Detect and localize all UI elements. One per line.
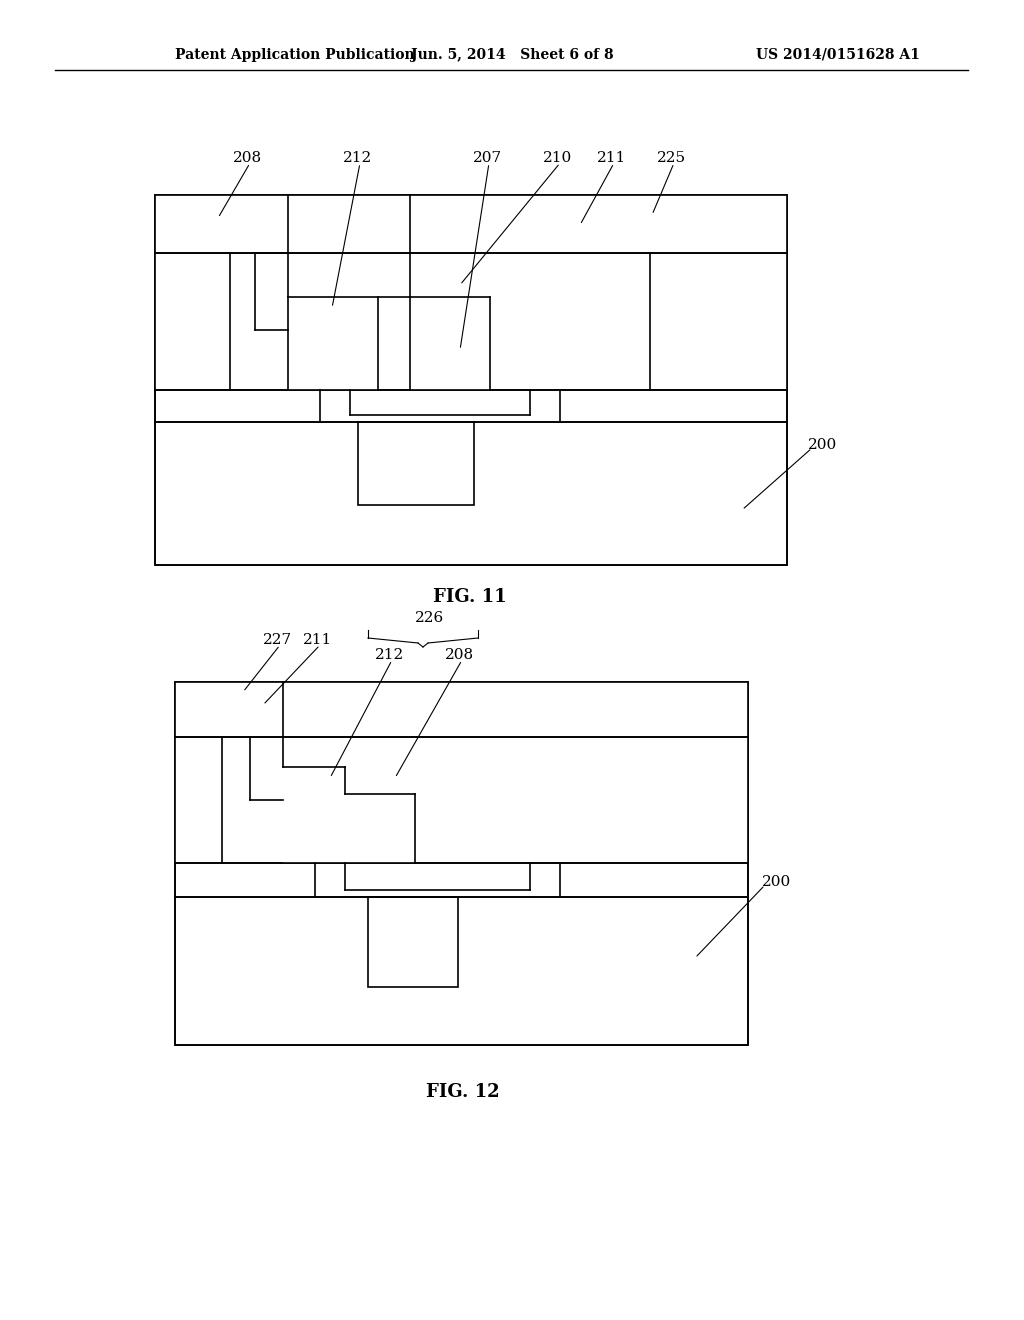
Text: 212: 212 — [343, 150, 373, 165]
Bar — [358, 422, 474, 506]
Text: US 2014/0151628 A1: US 2014/0151628 A1 — [756, 48, 920, 62]
Bar — [530, 389, 560, 422]
Bar — [155, 195, 787, 565]
Text: Jun. 5, 2014   Sheet 6 of 8: Jun. 5, 2014 Sheet 6 of 8 — [411, 48, 613, 62]
Bar — [155, 253, 230, 389]
Bar — [310, 315, 358, 389]
Bar — [315, 863, 560, 898]
Bar — [368, 898, 458, 987]
Text: FIG. 11: FIG. 11 — [433, 587, 507, 606]
Bar — [435, 315, 478, 389]
Text: 200: 200 — [762, 875, 792, 888]
Text: 212: 212 — [376, 648, 404, 663]
Bar — [155, 195, 787, 565]
Bar — [175, 682, 748, 1045]
Bar — [283, 767, 345, 863]
Bar — [319, 389, 560, 422]
Bar — [410, 297, 490, 389]
Bar — [410, 195, 787, 253]
Text: 211: 211 — [597, 150, 627, 165]
Text: FIG. 12: FIG. 12 — [426, 1082, 500, 1101]
Bar — [650, 253, 787, 389]
Bar — [230, 253, 255, 330]
Bar — [319, 389, 350, 422]
Bar — [415, 737, 748, 863]
Bar — [230, 330, 255, 389]
Text: Patent Application Publication: Patent Application Publication — [175, 48, 415, 62]
Text: 207: 207 — [472, 150, 502, 165]
Bar — [350, 389, 530, 414]
Text: 225: 225 — [657, 150, 686, 165]
Text: 210: 210 — [544, 150, 572, 165]
Bar — [250, 737, 283, 863]
Bar — [175, 682, 283, 737]
Bar — [490, 253, 650, 389]
Bar — [359, 812, 407, 863]
Bar — [288, 297, 378, 389]
Text: 227: 227 — [263, 634, 293, 647]
Bar — [222, 737, 250, 800]
Text: 208: 208 — [233, 150, 262, 165]
Text: 226: 226 — [416, 611, 444, 624]
Bar — [283, 682, 748, 737]
Bar — [155, 195, 288, 253]
Bar — [288, 195, 410, 253]
Bar — [345, 863, 530, 890]
Bar — [175, 682, 748, 1045]
Bar — [222, 800, 250, 863]
Text: 211: 211 — [303, 634, 333, 647]
Bar — [301, 785, 333, 863]
Text: 200: 200 — [808, 438, 838, 451]
Bar — [378, 253, 410, 389]
Text: 208: 208 — [445, 648, 474, 663]
Bar — [345, 795, 415, 863]
Bar — [175, 737, 222, 863]
Bar — [255, 253, 288, 389]
